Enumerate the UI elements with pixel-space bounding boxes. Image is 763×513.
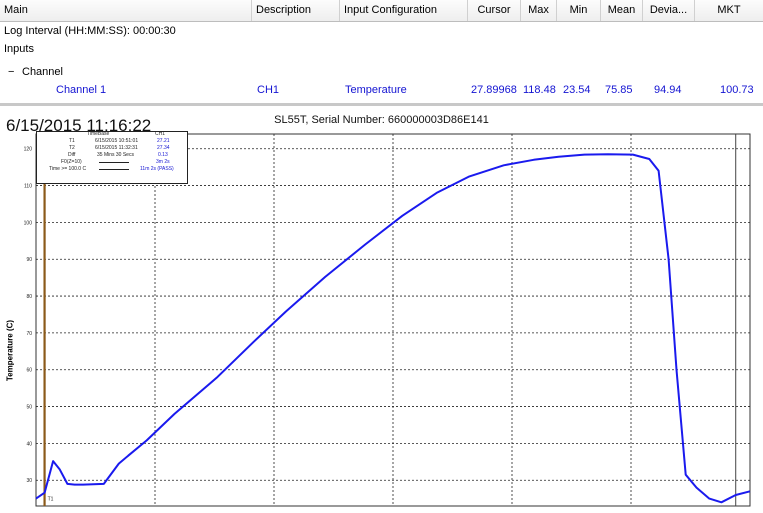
row-mean-value: 75.85: [605, 84, 633, 96]
column-header-deviation[interactable]: Devia...: [643, 0, 695, 21]
stats-header-timebase: TimeBase: [87, 131, 110, 137]
column-header-description[interactable]: Description: [252, 0, 340, 21]
row-deviation-value: 94.94: [654, 84, 682, 96]
stats-time-t1: 6/15/2015 10:51:01: [95, 138, 139, 144]
column-header-cursor[interactable]: Cursor: [468, 0, 521, 21]
y-tick-label: 30: [26, 478, 32, 484]
stats-value-t1: 27.21: [157, 138, 170, 144]
stats-line-swatch-2: [99, 162, 129, 163]
chart-panel: 30 40 50 60 70 80 90 100 110 120 T1 6/15/2015 11:1…: [0, 106, 763, 513]
stats-label-t1: T1: [69, 138, 75, 144]
stats-value-f0: 3m 2s: [156, 159, 170, 165]
y-tick-label: 90: [26, 257, 32, 263]
stats-time-diff: 35 Mins 30 Secs: [97, 152, 134, 158]
column-header-min[interactable]: Min: [557, 0, 601, 21]
column-header-mkt[interactable]: MKT: [717, 4, 741, 16]
y-tick-label: 40: [26, 441, 32, 447]
column-header-mean[interactable]: Mean: [601, 0, 643, 21]
channel-group-label: Channel: [22, 66, 63, 78]
y-tick-label: 60: [26, 368, 32, 374]
row-channel-name[interactable]: Channel 1: [56, 84, 107, 96]
chart-title: SL55T, Serial Number: 660000003D86E141: [274, 114, 489, 126]
stats-label-diff: Diff: [68, 152, 76, 158]
y-tick-label: 120: [24, 147, 33, 153]
cursor-stats-box[interactable]: TimeBase CH1 T1 6/15/2015 10:51:01 27.21…: [36, 131, 188, 184]
column-header-main[interactable]: Main: [0, 0, 252, 21]
row-max-value: 118.48: [523, 84, 556, 96]
stats-time-t2: 6/15/2015 11:32:31: [95, 145, 138, 151]
y-tick-label: 70: [26, 331, 32, 337]
stats-value-time-above: 11m 2s (PASS): [140, 166, 174, 172]
cursor-time-readout: 6/15/2015 11:16:22: [6, 116, 152, 135]
row-min-value: 23.54: [563, 84, 591, 96]
y-tick-label: 50: [26, 405, 32, 411]
channel-grid: Main Description Input Configuration Cur…: [0, 0, 763, 103]
y-tick-label: 100: [24, 220, 33, 226]
row-description: CH1: [257, 84, 280, 96]
stats-header-ch1: CH1: [155, 131, 166, 137]
stats-label-time-above: Time >= 100.0 C: [49, 166, 87, 172]
row-cursor-value: 27.89968: [471, 84, 517, 96]
series-ch1-line: [35, 153, 751, 504]
channel-group-toggle[interactable]: −: [8, 66, 15, 78]
grid-header: Main Description Input Configuration Cur…: [0, 0, 763, 22]
y-tick-label: 80: [26, 294, 32, 300]
stats-value-t2: 27.34: [157, 145, 170, 151]
column-header-input-configuration[interactable]: Input Configuration: [340, 0, 468, 21]
stats-label-f0: F0(Z=10): [61, 159, 82, 165]
row-input-configuration: Temperature: [345, 84, 407, 96]
panel-splitter[interactable]: [0, 103, 763, 106]
row-mkt-value: 100.73: [720, 84, 754, 96]
temperature-plot[interactable]: 30 40 50 60 70 80 90 100 110 120 T1: [0, 106, 763, 513]
stats-value-diff: 0.13: [158, 152, 168, 158]
stats-label-t2: T2: [69, 145, 75, 151]
column-header-max[interactable]: Max: [521, 0, 557, 21]
cursor-t1-label: T1: [48, 496, 54, 502]
y-tick-label: 110: [24, 184, 32, 190]
y-axis-label: Temperature (C): [5, 319, 15, 382]
log-interval-text: Log Interval (HH:MM:SS): 00:00:30: [4, 25, 176, 37]
stats-line-swatch: [99, 169, 129, 170]
inputs-label: Inputs: [4, 43, 34, 55]
